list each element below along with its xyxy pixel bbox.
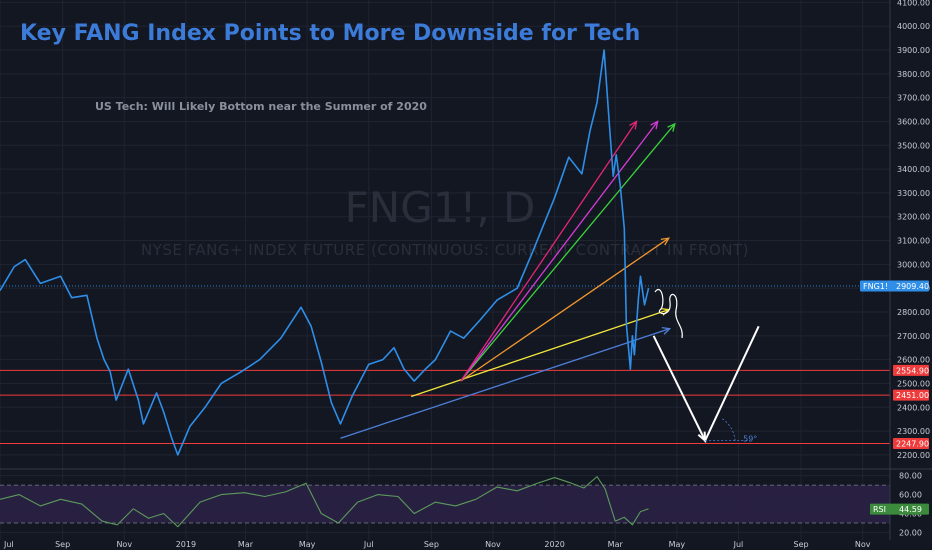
- last-value-tag: FNG1! 2909.40: [860, 280, 929, 292]
- trend-arrowhead: [650, 120, 659, 130]
- rsi-value-tag: RSI 44.59: [870, 503, 929, 515]
- rsi-value-symbol: RSI: [873, 505, 886, 514]
- last-value-label: 2909.40: [896, 282, 929, 291]
- time-tick-label: 2019: [176, 540, 196, 549]
- angle-arc: [721, 418, 736, 441]
- price-tick-label: 2200.00: [897, 451, 930, 460]
- support-level-label: 2451.00: [896, 391, 929, 400]
- price-tick-label: 3400.00: [897, 165, 930, 174]
- price-tick-label: 2400.00: [897, 403, 930, 412]
- time-tick-label: Jul: [3, 540, 14, 549]
- angle-label: 59°: [743, 435, 757, 444]
- time-tick-label: Jul: [363, 540, 374, 549]
- trend-line: [460, 123, 676, 382]
- time-tick-label: Mar: [608, 540, 624, 549]
- price-tick-label: 4100.00: [897, 0, 930, 7]
- support-level-label: 2554.90: [896, 366, 929, 375]
- time-axis[interactable]: Jul Sep Nov 2019 Mar May Jul Sep Nov 2020 Mar May Ju…: [3, 540, 871, 549]
- price-tick-label: 2800.00: [897, 308, 930, 317]
- price-tick-label: 3800.00: [897, 70, 930, 79]
- rsi-line: [0, 476, 649, 528]
- last-value-symbol: FNG1!: [863, 282, 888, 291]
- trend-arrowhead: [661, 326, 672, 335]
- price-tick-label: 3600.00: [897, 117, 930, 126]
- chart-subtitle: US Tech: Will Likely Bottom near the Sum…: [95, 100, 427, 113]
- axis-tags: 2554.90 2451.00 2247.90: [893, 364, 929, 449]
- last-value-box: [860, 280, 929, 292]
- zigzag-scribble: [654, 289, 683, 339]
- time-tick-label: Sep: [424, 540, 439, 549]
- trend-arrowhead: [660, 237, 670, 246]
- projection-path[interactable]: 59°: [652, 325, 760, 444]
- watermark-symbol: FNG1!, D: [345, 183, 536, 232]
- watermark-description: NYSE FANG+ INDEX FUTURE (CONTINUOUS: CUR…: [141, 241, 749, 259]
- price-tick-label: 3300.00: [897, 189, 930, 198]
- trend-line: [460, 121, 637, 382]
- time-tick-label: Nov: [485, 540, 501, 549]
- rsi-tick-label: 60.00: [899, 491, 922, 500]
- time-tick-label: Sep: [55, 540, 70, 549]
- price-tick-label: 3200.00: [897, 213, 930, 222]
- time-tick-label: May: [669, 540, 686, 549]
- price-tick-label: 3100.00: [897, 237, 930, 246]
- price-tick-label: 2500.00: [897, 379, 930, 388]
- trend-arrowhead: [629, 120, 638, 130]
- time-tick-label: Nov: [116, 540, 132, 549]
- zigzag-annotation: [654, 289, 683, 339]
- price-tick-label: 3500.00: [897, 141, 930, 150]
- trend-line: [340, 328, 670, 439]
- price-tick-label: 2600.00: [897, 356, 930, 365]
- support-level-label: 2247.90: [896, 439, 929, 448]
- price-tick-label: 3700.00: [897, 94, 930, 103]
- price-line: [0, 49, 650, 456]
- time-tick-label: Nov: [855, 540, 871, 549]
- trend-line: [460, 121, 659, 382]
- rsi-tick-label: 20.00: [899, 528, 922, 537]
- support-level-tag: [893, 364, 929, 376]
- time-tick-label: 2020: [544, 540, 564, 549]
- rsi-value-box: [870, 503, 929, 515]
- chart-title: Key FANG Index Points to More Downside f…: [20, 21, 640, 46]
- time-tick-label: Jul: [733, 540, 744, 549]
- trend-lines[interactable]: [340, 120, 676, 439]
- support-level-tag: [893, 389, 929, 401]
- rsi-tick-label: 80.00: [899, 472, 922, 481]
- price-tick-label: 2300.00: [897, 427, 930, 436]
- price-tick-label: 2700.00: [897, 332, 930, 341]
- trend-line: [460, 237, 670, 382]
- rsi-value-label: 44.59: [899, 505, 922, 514]
- trend-arrowhead: [667, 122, 676, 132]
- support-levels: [0, 369, 890, 445]
- time-tick-label: Mar: [238, 540, 254, 549]
- price-tick-label: 4000.00: [897, 22, 930, 31]
- price-tick-label: 3900.00: [897, 46, 930, 55]
- support-level-tag: [893, 437, 929, 449]
- time-tick-label: Sep: [794, 540, 809, 549]
- time-tick-label: May: [299, 540, 316, 549]
- price-tick-label: 3000.00: [897, 260, 930, 269]
